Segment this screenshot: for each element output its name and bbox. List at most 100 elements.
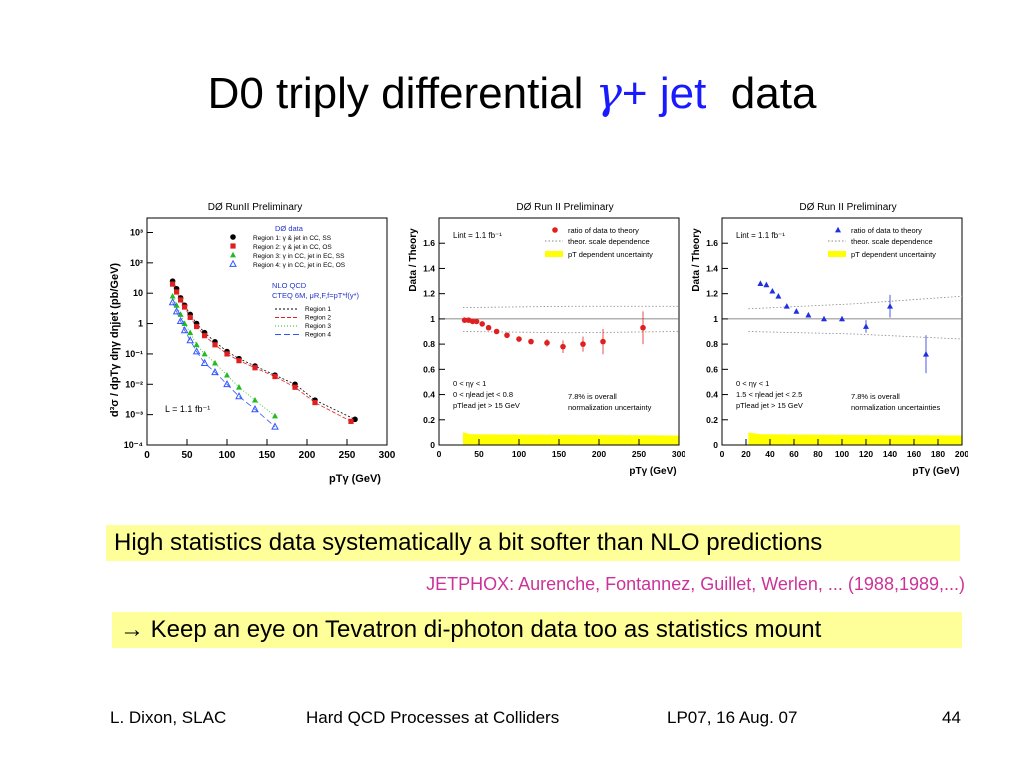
legend-marker [552,227,558,233]
highlight-diphoton: → Keep an eye on Tevatron di-photon data… [112,612,962,648]
data-point [169,292,176,299]
y-tick-label: 10³ [130,227,143,237]
legend-entry: theor. scale dependence [851,237,933,246]
data-point [202,333,208,339]
y-axis-title: Data / Theory [691,228,702,292]
x-tick-label: 200 [299,450,316,461]
y-tick-label: 1.6 [423,238,435,248]
legend-marker [230,251,236,258]
note-line: 7.8% is overall [568,392,617,401]
data-point [187,329,194,336]
data-point [544,340,550,346]
y-tick-label: 10⁻⁴ [124,440,143,450]
note-line: normalization uncertainty [568,403,652,412]
theory-legend-entry: Region 2 [305,315,331,322]
data-point [272,373,278,380]
data-point [763,281,770,288]
legend: ratio of data to theory theor. scale depe… [828,226,936,259]
data-point [194,323,200,330]
x-axis-title: pTγ (GeV) [329,473,381,485]
data-point [193,341,200,348]
footer-author: L. Dixon, SLAC [110,708,227,727]
y-tick-label: 0.2 [706,415,718,425]
legend-entry: theor. scale dependence [568,237,650,246]
x-tick-label: 40 [765,449,775,459]
theory-legend-entry: Region 1 [305,306,331,313]
note-line: 7.8% is overall [851,392,900,401]
theory-legend-entry: Region 3 [305,323,331,330]
citation: JETPHOX: Aurenche, Fontannez, Guillet, W… [426,574,965,594]
data-point [181,320,188,326]
y-tick-label: 0.6 [706,364,718,374]
legend-marker [229,259,237,267]
y-tick-label: 0.4 [423,390,435,400]
lumi-label: Lint = 1.1 fb⁻¹ [453,231,502,240]
data-point [172,307,181,315]
data-point [493,328,500,335]
y-tick-label: 1.4 [423,263,435,273]
y-tick-label: 0.2 [423,415,435,425]
x-tick-label: 60 [789,449,799,459]
plot-area: 0 50 100 150 200 250 300 10³ 10² 10 1 10⁻¹ 10⁻² 10⁻³ 1… [124,217,396,461]
title-data: data [730,69,817,118]
x-axis-title: pTγ (GeV) [629,466,676,477]
legend-marker [230,234,236,240]
legend-swatch [828,251,846,257]
y-tick-label: 10⁻¹ [125,349,143,359]
x-tick-label: 250 [339,450,356,461]
data-point [640,324,646,331]
data-point [252,365,258,371]
data-point [352,416,358,423]
x-tick-label: 150 [552,449,566,459]
legend: Region 1: γ & jet in CC, SS Region 2: γ &… [229,234,346,269]
legend: ratio of data to theory theor. scale depe… [545,226,653,259]
y-tick-label: 10⁻³ [125,410,143,420]
title-text: D0 triply differential [207,69,584,118]
legend-swatch [545,251,563,257]
y-tick-label: 1.2 [423,289,435,299]
data-point [469,318,476,325]
data-point [504,332,510,339]
x-tick-label: 50 [474,449,484,459]
y-tick-label: 1 [138,319,143,329]
cut-line: 1.5 < ηlead jet < 2.5 [736,390,802,399]
data-point [251,405,259,413]
data-point [516,336,522,342]
x-tick-label: 300 [379,450,396,461]
data-point [187,314,193,320]
data-point [528,338,534,345]
y-tick-label: 1.2 [706,289,718,299]
data-point [174,289,180,295]
data-point [887,303,893,309]
data-point [180,326,189,334]
slide-title: D0 triply differential γ+ jet data [0,68,1024,119]
legend-entry: Region 1: γ & jet in CC, SS [253,235,332,242]
y-axis-label: d³σ / dpTγ dηγ dηjet (pb/GeV) [109,263,121,418]
footer-venue: LP07, 16 Aug. 07 [667,708,798,727]
y-axis-title: d³σ / dpTγ dηγ dηjet (pb/GeV) [109,263,121,418]
data-point [170,281,176,287]
data-point [805,311,812,318]
legend-title: DØ data [275,224,304,233]
data-point [182,304,188,310]
y-tick-label: 10² [130,258,143,268]
data-point [177,311,184,317]
data-point [485,324,492,331]
data-point [211,367,219,376]
x-tick-label: 100 [512,449,526,459]
data-point [192,347,201,355]
cut-line: pTlead jet > 15 GeV [736,401,803,410]
data-point [201,350,208,357]
footer-page: 44 [942,708,961,727]
data-point [223,380,231,388]
note-line: normalization uncertainties [851,403,940,412]
y-tick-label: 10 [133,288,143,298]
legend-entry: ratio of data to theory [851,226,922,235]
data-point [168,298,177,306]
y-tick-label: 1 [430,314,435,324]
data-point [236,358,242,364]
chart-title: DØ Run II Preliminary [799,202,896,213]
data-point [757,280,764,286]
ratio-chart-central: DØ Run II Preliminary Data / Theory 0 50 1… [405,190,685,490]
